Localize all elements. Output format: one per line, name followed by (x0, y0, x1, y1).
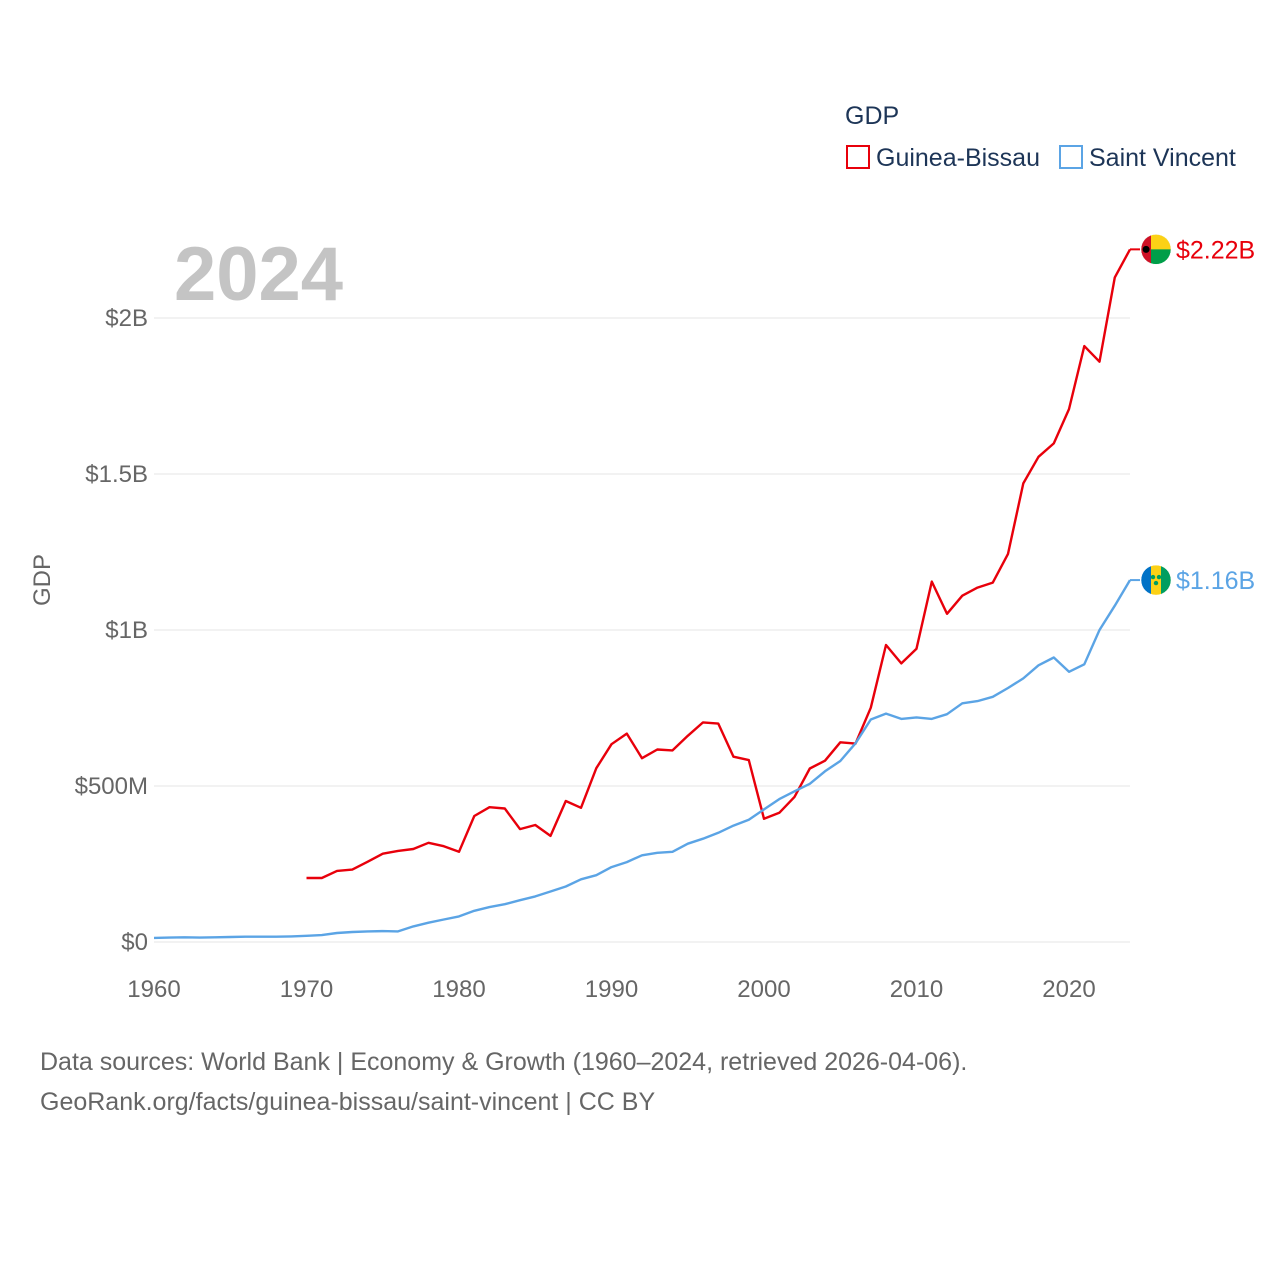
series-end-labels: $2.22B $1.16B (1130, 234, 1255, 596)
y-tick-label: $1B (105, 617, 148, 644)
y-axis-ticks: $0 $500M $1B $1.5B $2B (75, 305, 148, 956)
x-tick-label: 1980 (432, 976, 485, 1003)
gridlines (154, 317, 1130, 943)
y-tick-label: $1.5B (85, 461, 148, 488)
y-tick-label: $0 (121, 929, 148, 956)
footer-attribution: GeoRank.org/facts/guinea-bissau/saint-vi… (40, 1088, 656, 1116)
end-value-label-guinea-bissau: $2.22B (1176, 236, 1255, 264)
legend-swatch-guinea-bissau (846, 145, 870, 169)
series-lines (153, 248, 1132, 940)
x-axis-ticks: 1960 1970 1980 1990 2000 2010 2020 (127, 976, 1095, 1003)
legend-item-saint-vincent[interactable]: Saint Vincent (1059, 144, 1236, 172)
legend-label-guinea-bissau: Guinea-Bissau (876, 144, 1040, 172)
series-line-saint-vincent[interactable] (153, 579, 1132, 940)
legend-item-guinea-bissau[interactable]: Guinea-Bissau (846, 144, 1040, 172)
chart: 2024 GDP $0 $500M $1B $1.5B $2B 1960 1970 1980… (29, 102, 1255, 1003)
x-tick-label: 1960 (127, 976, 180, 1003)
legend-label-saint-vincent: Saint Vincent (1089, 144, 1236, 172)
y-axis-title: GDP (29, 554, 56, 606)
legend-swatch-saint-vincent (1059, 145, 1083, 169)
series-line-guinea-bissau[interactable] (306, 248, 1132, 880)
year-label: 2024 (174, 232, 343, 317)
x-tick-label: 2000 (737, 976, 790, 1003)
legend-title: GDP (845, 102, 899, 130)
x-tick-label: 2020 (1042, 976, 1095, 1003)
guinea-bissau-flag-icon (1140, 234, 1172, 265)
end-value-label-saint-vincent: $1.16B (1176, 567, 1255, 595)
y-tick-label: $2B (105, 305, 148, 332)
footer: Data sources: World Bank | Economy & Gro… (40, 1042, 967, 1122)
x-tick-label: 1970 (280, 976, 333, 1003)
saint-vincent-flag-icon (1140, 564, 1172, 596)
footer-sources: Data sources: World Bank | Economy & Gro… (40, 1048, 968, 1076)
x-tick-label: 2010 (890, 976, 943, 1003)
x-tick-label: 1990 (585, 976, 638, 1003)
legend[interactable]: GDP Guinea-Bissau Saint Vincent (845, 102, 1236, 172)
y-tick-label: $500M (75, 773, 148, 800)
